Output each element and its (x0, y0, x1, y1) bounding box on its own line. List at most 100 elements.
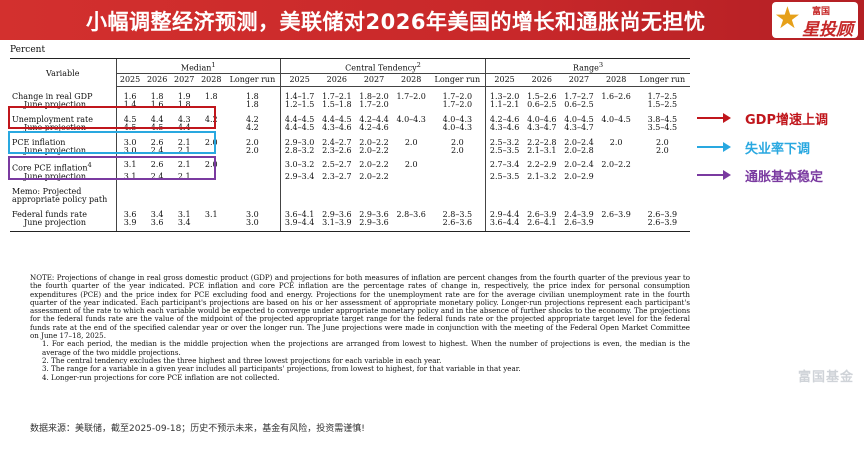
gdp-annotation: GDP增速上调 (745, 113, 828, 128)
table-cell: 2.3–2.7 (322, 172, 352, 182)
table-row: June projection 3.9 3.6 3.4 3.0 3.9–4.4 3.1–3.… (10, 218, 690, 232)
memo-label: appropriate policy path (12, 195, 108, 205)
year-header: Longer run (634, 73, 690, 88)
table-cell: 2.9–4.4 (484, 210, 524, 220)
row-label: June projection (24, 172, 86, 182)
table-cell: 2.6–3.9 (634, 218, 690, 232)
table-cell (430, 161, 486, 173)
table-cell: 2.0 (204, 160, 218, 170)
table-cell: 3.6–4.4 (484, 218, 524, 232)
table-cell: 3.0 (224, 218, 281, 232)
row-label: Change in real GDP (12, 91, 93, 101)
table-row: Unemployment rate 4.5 4.4 4.3 4.2 4.2 4.4–4.5 4… (10, 114, 690, 125)
inflation-arrow (697, 170, 731, 180)
source-footer: 数据来源：美联储，截至2025-09-18；历史不预示未来，基金有风险，投资需谨… (30, 424, 365, 434)
table-cell: 2.0 (609, 137, 623, 147)
year-header: 2026 (523, 73, 561, 88)
table-cell: 1.7–2.7 (564, 91, 594, 101)
table-cell: 2.0 (404, 137, 418, 147)
table-cell (225, 161, 281, 173)
table-cell: 2.8–3.2 (280, 146, 319, 156)
table-cell: 2.8–3.6 (396, 209, 426, 219)
table-cell: 1.8–2.0 (359, 91, 389, 101)
row-label: Unemployment rate (12, 114, 94, 124)
table-cell: 4.2–4.4 (359, 114, 389, 124)
table-cell: 4.0–4.3 (442, 123, 473, 133)
table-cell: 2.5–3.5 (484, 173, 524, 182)
table-cell: 4.3–4.7 (527, 123, 557, 133)
table-cell: 3.0 (115, 138, 144, 147)
table-cell: 1.5–2.5 (647, 100, 678, 110)
inflation-highlight-box (8, 156, 216, 180)
table-cell: 2.2–2.8 (527, 137, 557, 147)
table-cell: 4.0–4.5 (564, 114, 594, 124)
table-cell: 2.6–3.9 (601, 209, 631, 219)
table-cell (393, 101, 430, 109)
table-cell: 4.3–4.6 (484, 123, 524, 133)
table-cell: 2.0 (451, 146, 464, 155)
table-cell: 2.0 (655, 146, 669, 155)
table-cell: 3.9 (115, 218, 144, 232)
table-cell: 0.6–2.5 (527, 100, 557, 110)
central-tendency-header: Central Tendency2 (280, 57, 486, 75)
table-cell: 1.5–2.6 (527, 91, 557, 101)
table-cell: 3.1 (115, 161, 144, 174)
table-row: June projection 1.4 1.6 1.8 1.8 1.2–1.5 1.5–1.… (10, 100, 690, 110)
table-cell (393, 147, 430, 155)
table-cell: 1.4–1.7 (280, 92, 319, 102)
table-cell (225, 173, 281, 181)
median-header: Median1 (115, 57, 281, 75)
table-cell: 1.7–2.5 (647, 91, 678, 101)
logo-top-text: 富国 (812, 7, 831, 17)
table-cell: 2.9–3.6 (359, 209, 389, 219)
table-cell: 2.6–3.6 (429, 218, 486, 232)
table-cell (597, 219, 635, 232)
table-cell: 2.0–2.9 (564, 172, 594, 182)
table-cell: 1.8 (150, 91, 164, 101)
table-cell: 2.6 (150, 137, 164, 147)
footnote-3: 3. The range for a variable in a given y… (42, 364, 521, 374)
row-label: Federal funds rate (12, 209, 87, 219)
table-cell: 1.8 (177, 100, 191, 110)
table-cell (598, 147, 635, 155)
table-cell: 4.2 (204, 114, 218, 124)
unemployment-arrow (697, 142, 731, 152)
table-cell: 2.0 (404, 160, 418, 170)
table-cell: 4.0–4.6 (527, 114, 557, 124)
inflation-annotation: 通胀基本稳定 (745, 170, 824, 185)
table-cell (598, 124, 635, 132)
gdp-arrow (697, 113, 731, 123)
table-cell: 2.0 (451, 137, 464, 147)
table-cell (635, 173, 690, 181)
year-header: 2028 (597, 73, 635, 88)
year-header: 2025 (280, 73, 319, 88)
table-cell: 1.1–2.1 (484, 100, 524, 110)
footnote-1: 1. For each period, the median is the mi… (42, 339, 690, 357)
table-cell: 1.5–1.8 (322, 100, 352, 110)
table-cell: 2.5–3.5 (484, 146, 524, 156)
page-title: 小幅调整经济预测，美联储对2026年美国的增长和通胀尚无担忧 (86, 10, 706, 34)
table-cell: 2.6–3.9 (560, 218, 598, 232)
table-cell (635, 161, 690, 173)
unit-label: Percent (10, 45, 46, 55)
table-row: June projection 3.0 2.4 2.1 2.0 2.8–3.2 2.3–2.… (10, 146, 690, 156)
year-header: 2028 (197, 73, 225, 88)
table-cell: 3.0 (246, 209, 259, 219)
table-cell: 4.2–4.6 (359, 123, 389, 133)
table-cell (197, 219, 225, 232)
table-cell: 2.9–3.4 (280, 173, 319, 182)
table-cell: 3.1–3.9 (318, 218, 356, 232)
table-cell: 4.3 (177, 114, 191, 124)
table-row: June projection 3.1 2.4 2.1 2.9–3.4 2.3–2.7 2.… (10, 172, 690, 182)
range-header: Range3 (484, 57, 690, 75)
year-header: 2027 (355, 73, 393, 88)
table-cell: 3.4 (150, 209, 164, 219)
table-cell: 1.4 (115, 100, 144, 110)
row-label: June projection (24, 100, 86, 110)
table-cell: 1.8 (246, 100, 259, 110)
table-cell: 2.6–3.9 (527, 209, 557, 219)
table-cell: 2.1 (177, 137, 191, 147)
table-cell: 2.0–2.2 (359, 137, 389, 147)
row-label: PCE inflation (12, 137, 66, 147)
table-cell: 4.3–4.6 (322, 123, 352, 133)
